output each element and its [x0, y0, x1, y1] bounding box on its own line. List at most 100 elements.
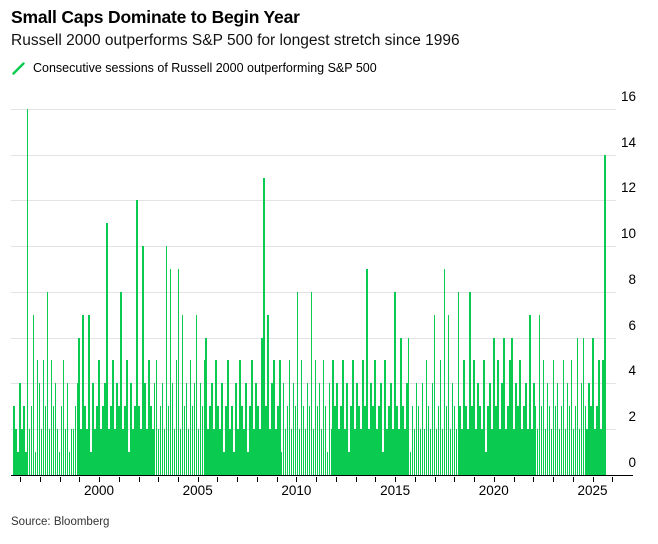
bar [280, 451, 283, 475]
bar [169, 268, 172, 475]
x-tick-label-2020: 2020 [478, 483, 509, 498]
gridline-14 [11, 154, 616, 156]
bar [155, 360, 158, 475]
bar [74, 406, 77, 475]
bar [193, 383, 196, 475]
bar [397, 428, 400, 475]
bar [350, 406, 352, 475]
bar [294, 406, 297, 475]
bar [217, 406, 219, 475]
bar [598, 360, 600, 475]
x-tick-2014 [375, 476, 377, 482]
bar [429, 428, 432, 475]
bar [433, 314, 436, 475]
bar [175, 360, 178, 475]
gridline-12 [11, 200, 616, 202]
bar [590, 406, 593, 475]
bar [360, 428, 362, 475]
bar [437, 406, 440, 475]
bar [50, 360, 53, 475]
bar [241, 406, 243, 475]
bar [411, 406, 414, 475]
x-tick-2020 [493, 476, 495, 482]
bar [120, 291, 122, 475]
bar [227, 360, 229, 475]
bar [584, 406, 587, 475]
bar [473, 360, 475, 475]
bar [461, 428, 464, 475]
bar [423, 428, 426, 475]
x-tick-2000 [99, 476, 100, 482]
bar [261, 337, 263, 475]
bar [106, 223, 108, 475]
bar [534, 406, 537, 475]
x-tick-2008 [256, 476, 258, 482]
bar [521, 428, 523, 475]
bar [253, 428, 255, 475]
bar [415, 383, 418, 475]
bar [358, 406, 360, 475]
bar [199, 383, 202, 475]
bar [526, 428, 529, 475]
bar [183, 406, 186, 475]
bar [18, 383, 21, 475]
x-tick-2016 [414, 476, 416, 482]
bar [328, 383, 331, 475]
bar [274, 428, 277, 475]
bar [282, 383, 285, 475]
bar [143, 383, 146, 475]
bar [356, 383, 358, 475]
gridline-4 [11, 383, 616, 385]
bar [233, 451, 235, 475]
bar [338, 428, 341, 475]
bar [342, 360, 344, 475]
bar [445, 406, 448, 475]
bar [237, 428, 239, 475]
bar [471, 406, 473, 475]
bar [505, 428, 507, 475]
y-tick-label-16: 16 [620, 89, 636, 105]
bar [524, 383, 527, 475]
bar [409, 451, 412, 475]
bar [161, 383, 164, 475]
bar [435, 428, 438, 475]
bar [493, 337, 495, 475]
bar [251, 360, 253, 475]
bar [272, 360, 275, 475]
bar [270, 383, 273, 475]
bar [497, 360, 499, 475]
bar [245, 383, 247, 475]
bar [503, 337, 505, 475]
gridline-16 [11, 109, 616, 111]
bar [276, 406, 279, 475]
bar [201, 406, 204, 475]
bar [62, 360, 65, 475]
bar [195, 314, 198, 475]
bar [128, 451, 130, 475]
bar [495, 406, 497, 475]
bar [362, 360, 364, 475]
bar [340, 406, 343, 475]
bar [427, 406, 430, 475]
bar [318, 383, 321, 475]
bar [562, 360, 565, 475]
bar [187, 428, 190, 475]
bar [417, 406, 420, 475]
bar [403, 428, 406, 475]
bar [112, 360, 114, 475]
bar [413, 428, 416, 475]
bar [82, 314, 85, 475]
bar [213, 428, 216, 475]
bar [552, 360, 555, 475]
bar [179, 428, 182, 475]
x-tick-label-2025: 2025 [577, 483, 608, 498]
bar [209, 406, 212, 475]
bar [586, 428, 589, 475]
y-tick-label-14: 14 [620, 134, 636, 150]
y-tick-label-10: 10 [620, 226, 636, 242]
chart-subtitle: Russell 2000 outperforms S&P 500 for lon… [11, 32, 460, 49]
y-tick-label-2: 2 [628, 408, 636, 424]
bar [600, 428, 602, 475]
bar [98, 360, 100, 475]
x-tick-2007 [237, 476, 239, 482]
